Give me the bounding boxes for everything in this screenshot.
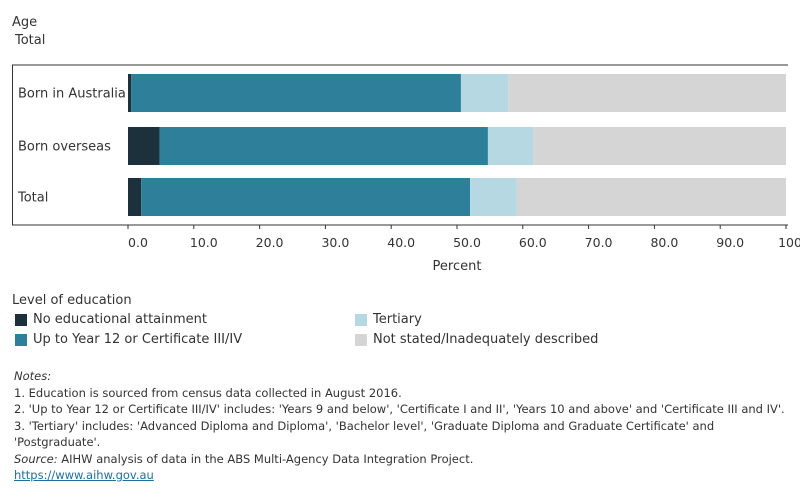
x-tick-label: 40.0 (387, 235, 415, 250)
note-line-3: 3. 'Tertiary' includes: 'Advanced Diplom… (14, 418, 715, 450)
bar-segment[interactable] (159, 127, 488, 165)
stacked-bar-chart: Born in Australia Born overseas Total 0.0 10… (12, 64, 800, 274)
filter-value[interactable]: Total (15, 33, 46, 48)
legend-label: Not stated/Inadequately described (373, 332, 599, 347)
legend-label: No educational attainment (33, 312, 208, 327)
source-line: Source: AIHW analysis of data in the ABS… (14, 451, 794, 468)
x-tick-label: 100.0 (778, 235, 800, 250)
legend-title: Level of education (12, 293, 132, 308)
bar-segment[interactable] (470, 178, 517, 216)
note-line-2: 2. 'Up to Year 12 or Certificate III/IV'… (14, 402, 785, 416)
legend-label: Up to Year 12 or Certificate III/IV (33, 332, 243, 347)
bar-segment[interactable] (508, 74, 786, 112)
filter-label: Age (12, 15, 38, 30)
bar-segment[interactable] (516, 178, 786, 216)
x-tick-label: 90.0 (716, 235, 744, 250)
aihw-link[interactable]: https://www.aihw.gov.au (14, 468, 154, 482)
legend-item-up-to-year-12[interactable]: Up to Year 12 or Certificate III/IV (15, 332, 242, 347)
bar-segment[interactable] (128, 74, 132, 112)
notes-section: Notes: 1. Education is sourced from cens… (14, 368, 794, 484)
x-tick-label: 0.0 (128, 235, 148, 250)
category-label: Born overseas (18, 140, 111, 155)
bar-segment[interactable] (128, 127, 160, 165)
legend-item-not-stated[interactable]: Not stated/Inadequately described (355, 332, 598, 347)
legend-swatch (355, 313, 367, 326)
notes-heading: Notes: (14, 369, 52, 383)
x-axis-label: Percent (433, 259, 482, 274)
x-tick-label: 60.0 (519, 235, 547, 250)
legend-item-tertiary[interactable]: Tertiary (355, 312, 422, 327)
bar-segment[interactable] (141, 178, 471, 216)
bar-segment[interactable] (487, 127, 534, 165)
legend-swatch (355, 333, 367, 346)
x-tick-label: 10.0 (190, 235, 218, 250)
note-line-1: 1. Education is sourced from census data… (14, 385, 402, 400)
x-tick-label: 70.0 (585, 235, 613, 250)
legend-item-no-attainment[interactable]: No educational attainment (15, 312, 207, 327)
x-tick-label: 30.0 (321, 235, 349, 250)
category-label: Total (17, 191, 48, 206)
bar-segment[interactable] (533, 127, 786, 165)
legend-label: Tertiary (373, 312, 422, 327)
source-label: Source: (14, 451, 58, 466)
legend-swatch (15, 313, 27, 326)
x-tick-label: 50.0 (453, 235, 481, 250)
source-text: AIHW analysis of data in the ABS Multi-A… (57, 451, 474, 466)
x-tick-label: 20.0 (256, 235, 284, 250)
bar-segment[interactable] (128, 178, 142, 216)
legend-swatch (15, 333, 27, 346)
x-tick-label: 80.0 (650, 235, 678, 250)
bar-segment[interactable] (131, 74, 461, 112)
category-label: Born in Australia (18, 87, 126, 102)
bar-segment[interactable] (460, 74, 509, 112)
